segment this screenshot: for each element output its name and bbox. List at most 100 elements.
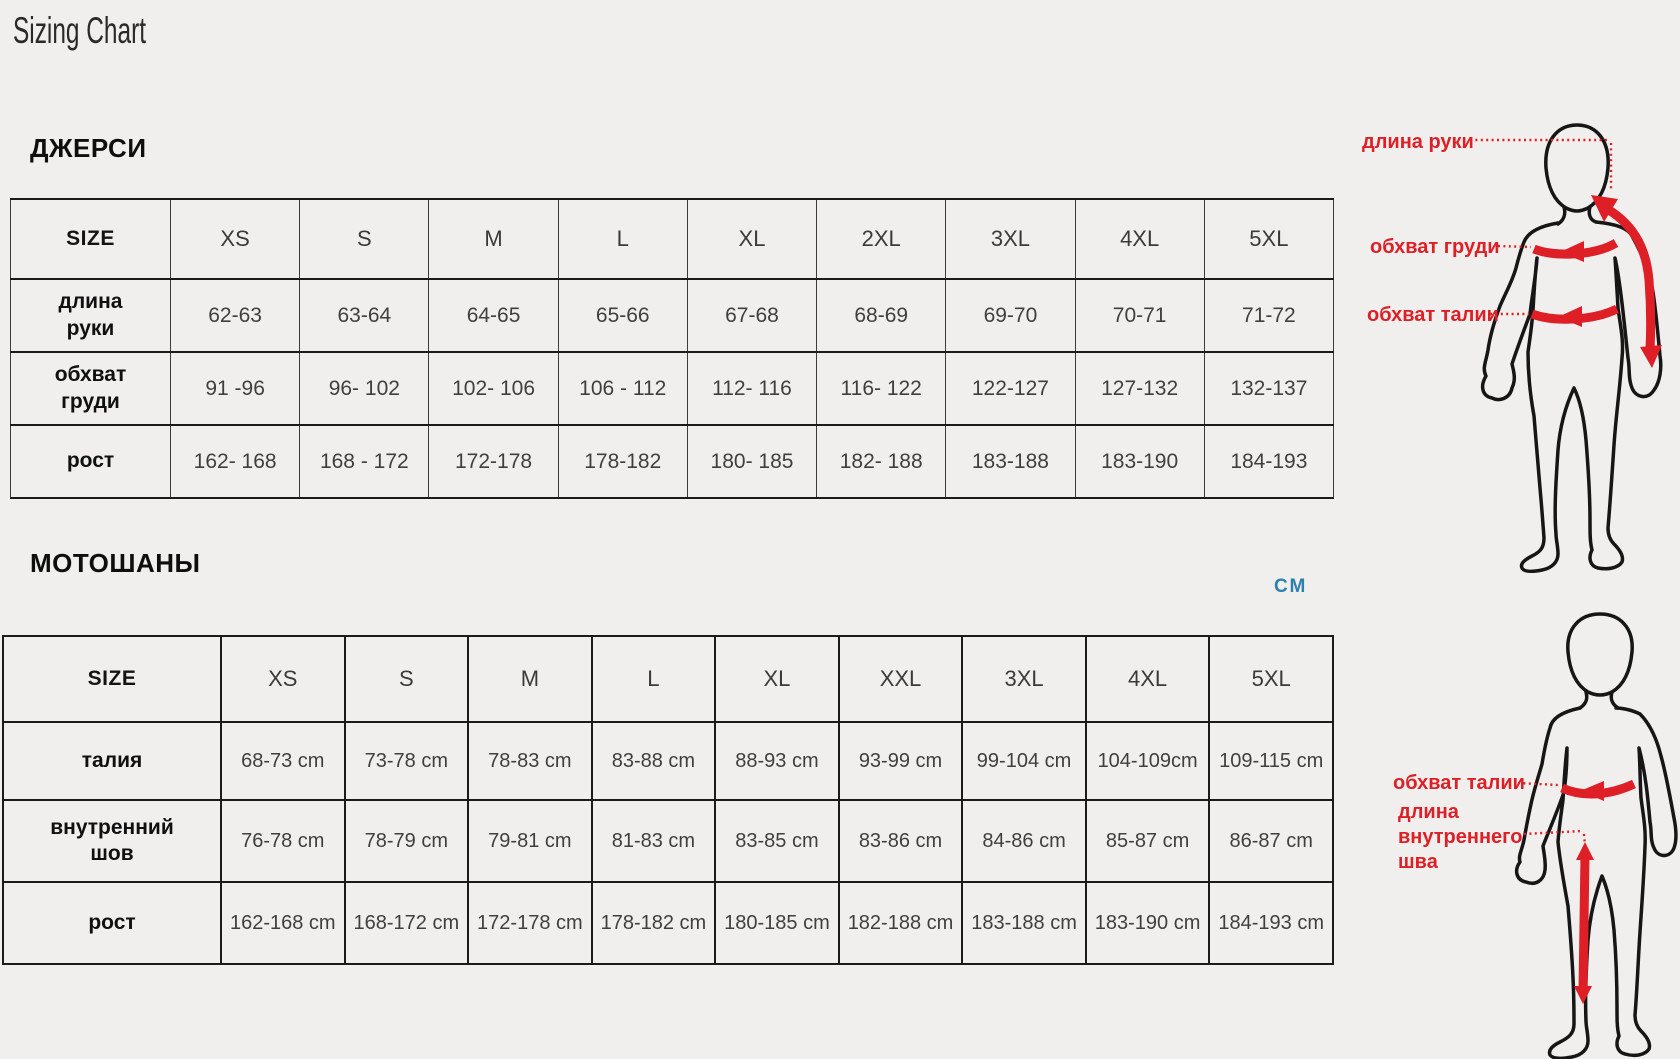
size-value-cell: 162- 168 (169, 424, 301, 499)
size-col-header: S (299, 198, 430, 280)
size-value-cell: 71-72 (1203, 278, 1335, 353)
body-outline (1480, 220, 1663, 574)
size-value-cell: 102- 106 (428, 351, 559, 426)
size-col-header: XL (686, 198, 818, 280)
table-row: внутренний шов 76-78 cm 78-79 cm 79-81 c… (2, 799, 1334, 883)
inseam-label-line1: длина (1398, 801, 1460, 823)
row-label: рост (10, 424, 171, 499)
chest-leader-dots (1497, 244, 1532, 249)
jersey-section-heading: ДЖЕРСИ (30, 133, 147, 163)
size-value-cell: 104-109cm (1084, 721, 1211, 801)
size-value-cell: 183-188 cm (961, 881, 1087, 965)
waist-label: обхват талии (1367, 304, 1499, 326)
body-head-outline (1566, 612, 1634, 697)
size-value-cell: 79-81 cm (467, 799, 593, 883)
row-label: длина руки (10, 278, 171, 353)
size-header: SIZE (2, 635, 222, 723)
size-value-cell: 83-88 cm (590, 721, 717, 801)
size-value-cell: 68-73 cm (220, 721, 346, 801)
size-value-cell: 183-190 cm (1084, 881, 1211, 965)
table-row: рост 162-168 cm 168-172 cm 172-178 cm 17… (2, 881, 1334, 965)
arm-length-arrow (1599, 202, 1656, 351)
size-value-cell: 178-182 (557, 424, 688, 499)
size-value-cell: 83-85 cm (714, 799, 840, 883)
size-value-cell: 88-93 cm (714, 721, 840, 801)
size-value-cell: 86-87 cm (1208, 799, 1334, 883)
size-value-cell: 178-182 cm (590, 881, 717, 965)
table-header-row: SIZE XS S M L XL XXL 3XL 4XL 5XL (2, 635, 1334, 723)
units-label-cm: СМ (1274, 576, 1308, 597)
body-outline (1514, 706, 1678, 1059)
size-value-cell: 172-178 cm (467, 881, 593, 965)
size-value-cell: 93-99 cm (837, 721, 964, 801)
size-col-header: 3XL (961, 635, 1087, 723)
size-col-header: 4XL (1074, 198, 1205, 280)
jersey-measurement-figure: длина руки обхват груди обхват талии (1362, 123, 1663, 574)
size-value-cell: 132-137 (1203, 351, 1335, 426)
size-col-header: M (428, 198, 559, 280)
row-label: обхват груди (10, 351, 171, 426)
size-col-header: XS (169, 198, 301, 280)
inseam-label-line2: внутреннего (1398, 826, 1522, 848)
size-col-header: L (557, 198, 688, 280)
waist-arrowhead (1580, 781, 1604, 801)
size-value-cell: 69-70 (945, 278, 1076, 353)
row-label: талия (2, 721, 222, 801)
jersey-size-table: SIZE XS S M L XL 2XL 3XL 4XL 5XL длина р… (10, 198, 1335, 499)
size-value-cell: 83-86 cm (837, 799, 964, 883)
table-row: рост 162- 168 168 - 172 172-178 178-182 … (10, 424, 1335, 499)
size-value-cell: 76-78 cm (220, 799, 346, 883)
size-value-cell: 99-104 cm (961, 721, 1087, 801)
size-value-cell: 68-69 (816, 278, 947, 353)
size-value-cell: 63-64 (299, 278, 430, 353)
size-col-header: L (590, 635, 717, 723)
size-col-header: XL (714, 635, 840, 723)
pants-section-heading: МОТОШАНЫ (30, 548, 201, 578)
size-value-cell: 62-63 (169, 278, 301, 353)
table-row: талия 68-73 cm 73-78 cm 78-83 cm 83-88 c… (2, 721, 1334, 801)
arm-length-leader-dots (1470, 138, 1613, 190)
size-value-cell: 73-78 cm (343, 721, 470, 801)
inseam-arrowhead-bottom (1574, 986, 1592, 1004)
size-value-cell: 172-178 (428, 424, 559, 499)
size-value-cell: 168 - 172 (299, 424, 430, 499)
size-col-header: 5XL (1203, 198, 1335, 280)
size-value-cell: 182- 188 (816, 424, 947, 499)
size-value-cell: 64-65 (428, 278, 559, 353)
size-col-header: XS (220, 635, 346, 723)
size-col-header: M (467, 635, 593, 723)
pants-measurement-figure: обхват талии длина внутреннего шва (1393, 612, 1678, 1059)
size-col-header: 3XL (945, 198, 1076, 280)
size-value-cell: 85-87 cm (1084, 799, 1211, 883)
size-col-header: 4XL (1084, 635, 1211, 723)
arm-length-arrowhead-bottom (1640, 345, 1662, 368)
size-value-cell: 184-193 cm (1208, 881, 1334, 965)
size-value-cell: 168-172 cm (343, 881, 470, 965)
size-col-header: 5XL (1208, 635, 1334, 723)
waist-leader-dots (1517, 781, 1559, 787)
waist-arrowhead (1558, 306, 1582, 327)
page-title: Sizing Chart (13, 10, 147, 51)
table-header-row: SIZE XS S M L XL 2XL 3XL 4XL 5XL (10, 198, 1335, 280)
size-value-cell: 78-83 cm (467, 721, 593, 801)
inseam-arrowhead-top (1576, 842, 1594, 860)
size-value-cell: 67-68 (686, 278, 818, 353)
size-col-header: S (343, 635, 470, 723)
size-value-cell: 109-115 cm (1208, 721, 1334, 801)
inseam-leader-dots (1523, 829, 1587, 847)
size-col-header: 2XL (816, 198, 947, 280)
arm-length-arrowhead-top (1591, 195, 1618, 222)
waist-label: обхват талии (1393, 772, 1525, 794)
table-row: обхват груди 91 -96 96- 102 102- 106 106… (10, 351, 1335, 426)
pants-size-table: SIZE XS S M L XL XXL 3XL 4XL 5XL талия 6… (2, 635, 1334, 965)
size-value-cell: 112- 116 (686, 351, 818, 426)
size-value-cell: 91 -96 (169, 351, 301, 426)
size-value-cell: 70-71 (1074, 278, 1205, 353)
size-value-cell: 65-66 (557, 278, 688, 353)
size-value-cell: 84-86 cm (961, 799, 1087, 883)
size-value-cell: 180-185 cm (714, 881, 840, 965)
size-value-cell: 182-188 cm (837, 881, 964, 965)
size-value-cell: 106 - 112 (557, 351, 688, 426)
size-value-cell: 122-127 (945, 351, 1076, 426)
